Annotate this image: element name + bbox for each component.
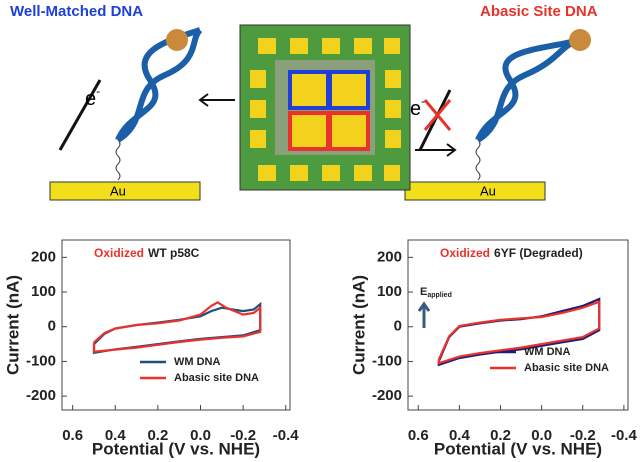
annotation-base: E <box>420 286 427 298</box>
abasic-site <box>328 111 370 151</box>
x-tick-label: 0.4 <box>105 427 127 444</box>
cv-curve <box>437 300 601 365</box>
electron: e <box>85 88 96 110</box>
x-tick-label: 0.4 <box>449 427 471 444</box>
x-tick-label: 0.6 <box>408 427 429 444</box>
title-highlight: Oxidized <box>94 246 144 260</box>
schematic: Well-Matched DNA Abasic Site DNA Au Au e… <box>10 3 598 201</box>
right-label: Abasic Site DNA <box>480 3 598 20</box>
x-axis-label: Potential (V vs. NHE) <box>434 439 602 458</box>
arrow <box>58 79 102 151</box>
title-highlight: Oxidized <box>440 246 490 260</box>
x-tick-label: -0.2 <box>230 427 256 444</box>
cluster <box>569 29 591 51</box>
x-tick-label: 0.2 <box>490 427 511 444</box>
cluster <box>166 29 188 51</box>
electrode-label: Au <box>480 183 496 198</box>
cross <box>423 99 452 131</box>
electron: e <box>410 98 421 120</box>
plot-frame <box>61 239 291 411</box>
electron: e- <box>85 84 100 110</box>
arrow <box>198 93 235 107</box>
well-matched-site <box>288 70 330 110</box>
electrode-label: Au <box>110 183 126 198</box>
linker <box>475 139 481 181</box>
electron: e- <box>410 94 425 120</box>
electron-sign: - <box>421 94 425 108</box>
y-tick-label: 100 <box>377 283 402 300</box>
dna-helix <box>115 27 203 143</box>
x-tick-label: -0.4 <box>273 427 300 444</box>
charts: 200 100 0 -100 -200 0.6 0.4 0.2 0.0 -0.2 -0.4 Poten… <box>3 239 638 458</box>
title-rest: WT p58C <box>148 246 200 260</box>
x-tick-label: -0.2 <box>570 427 596 444</box>
y-axis-label: Current (nA) <box>3 275 22 375</box>
y-tick-label: -100 <box>26 352 56 369</box>
x-tick-label: 0.2 <box>147 427 168 444</box>
cv-curve <box>92 301 262 353</box>
annotation-arrow <box>417 301 431 328</box>
y-tick-label: -200 <box>26 387 56 404</box>
legend-label: WM DNA <box>174 356 220 368</box>
cv-chart: 200 100 0 -100 -200 0.6 0.4 0.2 0.0 -0.2 -0.4 Poten… <box>3 239 300 458</box>
annotation: Eapplied <box>420 286 452 299</box>
x-axis-label: Potential (V vs. NHE) <box>92 439 260 458</box>
linker <box>115 139 121 181</box>
title-rest: 6YF (Degraded) <box>494 246 583 260</box>
y-tick-label: -100 <box>372 352 402 369</box>
chart-title: Oxidized 6YF (Degraded) <box>440 246 583 260</box>
y-tick-label: 100 <box>31 283 56 300</box>
electron-sign: - <box>96 84 100 98</box>
cv-chart: 200 100 0 -100 -200 0.6 0.4 0.2 0.0 -0.2 -0.4 Poten… <box>349 239 638 458</box>
y-axis-label: Current (nA) <box>349 275 368 375</box>
abasic-site <box>288 111 330 151</box>
annotation-sub: applied <box>427 292 452 299</box>
y-tick-label: 200 <box>31 248 56 265</box>
x-tick-label: 0.0 <box>531 427 552 444</box>
x-tick-label: 0.6 <box>62 427 83 444</box>
legend-label: Abasic site DNA <box>524 362 609 374</box>
chart-title: Oxidized WT p58C <box>94 246 200 260</box>
y-tick-label: 200 <box>377 248 402 265</box>
legend-label: Abasic site DNA <box>174 372 259 384</box>
legend-label: WM DNA <box>524 346 570 358</box>
plot-frame <box>407 239 629 411</box>
dna-helix <box>475 37 581 143</box>
y-tick-label: 0 <box>394 318 402 335</box>
pads <box>250 38 401 181</box>
x-tick-label: -0.4 <box>611 427 638 444</box>
well-matched-site <box>328 70 370 110</box>
y-tick-label: 0 <box>48 318 56 335</box>
arrow <box>415 143 457 157</box>
x-tick-label: 0.0 <box>190 427 211 444</box>
electrode <box>404 181 546 201</box>
y-tick-label: -200 <box>372 387 402 404</box>
electrode <box>49 181 201 201</box>
left-label: Well-Matched DNA <box>10 3 143 20</box>
